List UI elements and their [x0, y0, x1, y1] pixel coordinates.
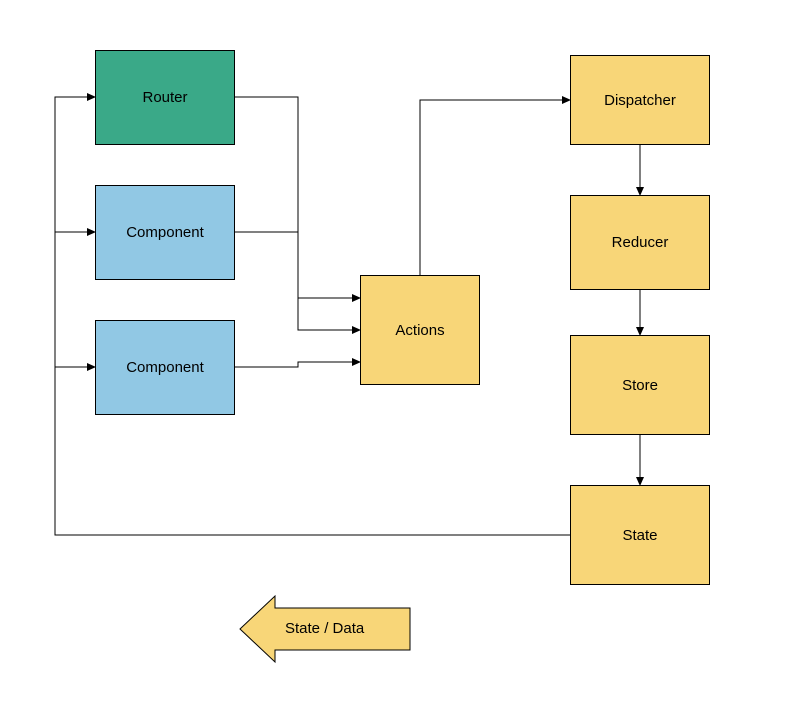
edge-component1-to-actions	[235, 232, 360, 330]
node-state-label: State	[622, 527, 657, 544]
node-state: State	[570, 485, 710, 585]
node-dispatcher: Dispatcher	[570, 55, 710, 145]
node-actions-label: Actions	[395, 322, 444, 339]
node-component-2-label: Component	[126, 359, 204, 376]
node-router: Router	[95, 50, 235, 145]
node-reducer: Reducer	[570, 195, 710, 290]
node-dispatcher-label: Dispatcher	[604, 92, 676, 109]
node-reducer-label: Reducer	[612, 234, 669, 251]
node-store: Store	[570, 335, 710, 435]
edge-actions-to-dispatcher	[420, 100, 570, 275]
edge-router-to-actions	[235, 97, 360, 298]
edge-state-to-router	[55, 97, 570, 535]
node-store-label: Store	[622, 377, 658, 394]
flowchart-canvas: { "diagram": { "type": "flowchart", "bac…	[0, 0, 800, 720]
node-router-label: Router	[142, 89, 187, 106]
node-component-1: Component	[95, 185, 235, 280]
node-component-2: Component	[95, 320, 235, 415]
edge-component2-to-actions	[235, 362, 360, 367]
node-actions: Actions	[360, 275, 480, 385]
node-component-1-label: Component	[126, 224, 204, 241]
state-data-arrow-label: State / Data	[285, 620, 364, 637]
